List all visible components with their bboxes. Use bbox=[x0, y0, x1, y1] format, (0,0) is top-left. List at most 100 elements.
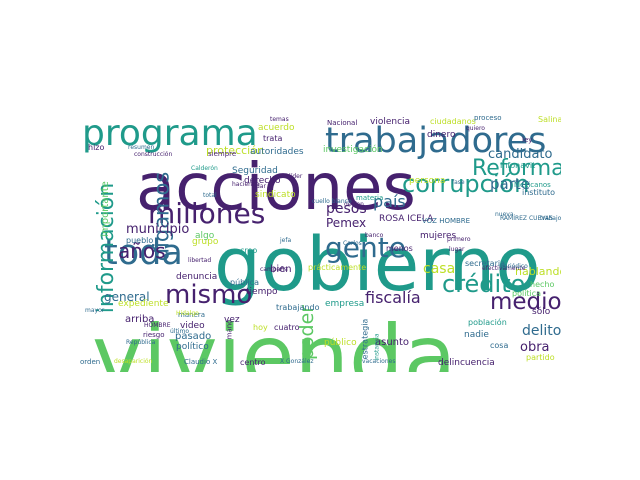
word-cloud-word: país bbox=[373, 192, 406, 211]
word-cloud-word: periódico bbox=[500, 263, 528, 270]
word-cloud-word: líder bbox=[289, 173, 303, 180]
word-cloud-word: estrategia bbox=[360, 318, 370, 360]
word-cloud-word: público bbox=[324, 338, 357, 348]
word-cloud-word: violencia bbox=[370, 117, 411, 127]
word-cloud-word: sindicato bbox=[255, 190, 296, 200]
word-cloud-word: decían bbox=[344, 201, 364, 208]
word-cloud-word: bien bbox=[270, 264, 292, 275]
word-cloud-word: candidato bbox=[488, 147, 553, 162]
word-cloud-word: video bbox=[180, 321, 205, 331]
word-cloud-word: obra bbox=[520, 340, 550, 355]
word-cloud-word: gente bbox=[325, 231, 406, 264]
word-cloud-word: centro bbox=[240, 358, 266, 367]
word-cloud-word: dinero bbox=[427, 130, 456, 140]
word-cloud-word: Pemex bbox=[326, 216, 367, 230]
word-cloud-word: pesos bbox=[326, 201, 367, 217]
word-cloud-word: prácticamente bbox=[308, 263, 367, 272]
word-cloud-word: materia bbox=[356, 194, 384, 202]
word-cloud-word: Claudio X bbox=[184, 358, 218, 366]
word-cloud-word: temas bbox=[270, 116, 289, 123]
word-cloud-word: hecho bbox=[530, 280, 555, 289]
word-cloud-word: expediente bbox=[118, 299, 169, 309]
word-cloud-word: crédito bbox=[442, 270, 526, 298]
word-cloud-word: construcción bbox=[134, 151, 173, 158]
word-cloud-word: proceso bbox=[474, 114, 502, 122]
word-cloud-word: HOMBRE bbox=[144, 322, 171, 329]
word-cloud-word: ROSA ICELA bbox=[379, 214, 434, 224]
word-cloud-word: pasado bbox=[175, 331, 212, 342]
word-cloud-word: municipio bbox=[126, 222, 190, 237]
word-cloud-word: acuerdo bbox=[258, 123, 295, 133]
word-cloud-word: corrupción bbox=[402, 170, 530, 198]
word-cloud-word: mujeres bbox=[420, 231, 457, 241]
word-cloud-word: trabajo bbox=[540, 215, 561, 222]
word-cloud-word: haciendo bbox=[232, 181, 260, 188]
word-cloud-word: persona bbox=[409, 176, 446, 186]
word-cloud-word: general bbox=[104, 290, 150, 304]
word-cloud-word: arriba bbox=[125, 314, 155, 325]
word-cloud-word: acciones bbox=[136, 151, 416, 225]
word-cloud-word: instancia bbox=[373, 333, 381, 361]
word-cloud-word: quiero bbox=[466, 125, 485, 132]
word-cloud-word: grupo bbox=[192, 237, 219, 247]
word-cloud-word: República bbox=[126, 339, 156, 346]
word-cloud-word: libertad bbox=[188, 257, 212, 264]
word-cloud-word: siempre bbox=[208, 150, 237, 158]
word-cloud-word: campaña bbox=[260, 266, 288, 273]
word-cloud-word: parte bbox=[490, 175, 530, 193]
word-cloud-word: Hidalgo bbox=[176, 310, 199, 317]
word-cloud-word: Carlos bbox=[343, 240, 362, 247]
word-cloud-word: secretaria bbox=[465, 259, 505, 268]
word-cloud-word: hizo bbox=[88, 143, 105, 152]
word-cloud-word: cuello blanco bbox=[312, 198, 352, 205]
word-cloud-word: política bbox=[512, 289, 542, 298]
word-cloud-word: programa bbox=[82, 113, 258, 154]
word-cloud-word: primero bbox=[447, 236, 471, 243]
word-cloud-word: algo bbox=[195, 231, 215, 241]
word-cloud-word: poder bbox=[296, 304, 319, 361]
word-cloud-word: vacaciones bbox=[362, 358, 396, 365]
word-cloud-word: pública bbox=[230, 278, 259, 287]
word-cloud-word: tiempo bbox=[246, 287, 278, 297]
word-cloud-word: nadie bbox=[464, 330, 489, 340]
word-cloud-word: orden bbox=[80, 358, 101, 366]
word-cloud-word: cuatro bbox=[274, 323, 300, 332]
word-cloud-word: sólo bbox=[532, 307, 551, 317]
word-cloud-word: Infonavit bbox=[500, 161, 536, 170]
word-cloud-word: efectivamente bbox=[482, 265, 526, 272]
word-cloud-word: partido bbox=[526, 353, 555, 362]
word-cloud-word: mismo bbox=[165, 280, 253, 310]
word-cloud-word: mano bbox=[225, 319, 234, 340]
word-cloud-word: Salinas bbox=[538, 115, 561, 124]
word-cloud-word: lugar bbox=[449, 246, 465, 253]
word-cloud-word: empresa bbox=[325, 299, 365, 309]
word-cloud-word: trata bbox=[263, 134, 283, 143]
word-cloud-word: Reforma bbox=[472, 156, 561, 181]
word-cloud-word: gobierno bbox=[214, 222, 541, 308]
word-cloud-word: delito bbox=[522, 323, 561, 339]
word-cloud-word: denuncia bbox=[176, 272, 218, 282]
word-cloud-word: jefa bbox=[280, 237, 292, 244]
word-cloud-word: población bbox=[468, 318, 507, 327]
word-cloud-word: fiscalía bbox=[365, 288, 421, 307]
word-cloud-word: años bbox=[118, 239, 166, 263]
word-cloud-word: creo bbox=[240, 246, 258, 255]
word-cloud-word: millones bbox=[148, 197, 266, 230]
word-cloud-word: importante bbox=[99, 181, 111, 237]
word-cloud-word: vez bbox=[224, 315, 240, 325]
word-cloud-word: trabajando bbox=[276, 303, 320, 312]
word-cloud-word: cosa bbox=[490, 341, 509, 350]
word-cloud-word: delincuencia bbox=[438, 358, 495, 368]
word-cloud-word: derecho bbox=[244, 176, 281, 186]
word-cloud-word: asunto bbox=[375, 337, 410, 348]
word-cloud-word: medio bbox=[490, 289, 561, 315]
word-cloud-word: último bbox=[170, 328, 190, 335]
word-cloud-word: VOZ HOMBRE bbox=[422, 217, 471, 225]
word-cloud-word: Mexicanos bbox=[514, 181, 551, 189]
word-cloud-word: Seguridad bbox=[232, 166, 278, 176]
word-cloud-word: dar bbox=[256, 183, 266, 190]
word-cloud-word: desaparición bbox=[114, 358, 153, 365]
word-cloud-word: trabajadores bbox=[325, 121, 547, 161]
word-cloud-word: X González bbox=[280, 358, 314, 365]
